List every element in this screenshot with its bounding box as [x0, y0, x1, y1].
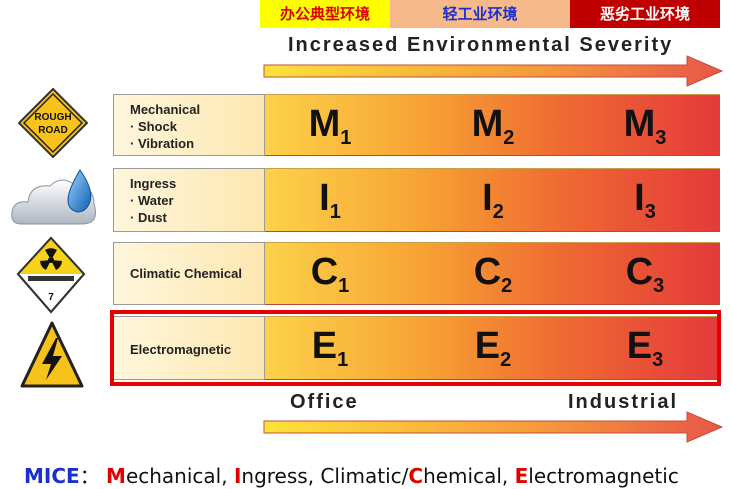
cell-c1: C1 — [310, 251, 350, 297]
row-item: · Water — [130, 193, 174, 208]
cell-m2: M2 — [471, 103, 515, 149]
row-band-electromagnetic: E1 E2 E3 — [265, 316, 720, 380]
row-label-ingress: Ingress · Water · Dust — [113, 168, 265, 232]
cloud-water-drop-icon — [11, 169, 96, 225]
row-label-climatic-chemical: Climatic Chemical — [113, 242, 265, 305]
header-light-industrial-environment: 轻工业环境 — [390, 0, 570, 28]
svg-text:ROAD: ROAD — [38, 125, 67, 136]
severity-arrow-bottom — [262, 410, 724, 444]
row-label-mechanical: Mechanical · Shock · Vibration — [113, 94, 265, 156]
mice-legend: MICE： Mechanical, Ingress, Climatic/Chem… — [24, 460, 679, 489]
icon-cell-ingress — [10, 164, 100, 236]
mice-word-electromagnetic: lectromagnetic — [528, 464, 679, 488]
mice-letter-m: M — [106, 464, 126, 488]
row-band-climatic-chemical: C1 C2 C3 — [265, 242, 720, 305]
row-item: · Shock — [130, 119, 177, 134]
bottom-label-office: Office — [290, 391, 359, 413]
row-item: · Dust — [130, 210, 167, 225]
mice-word-chemical: hemical, — [423, 464, 515, 488]
row-title: Mechanical — [130, 102, 201, 117]
high-voltage-sign-icon — [20, 321, 84, 388]
placard-class-number: 7 — [48, 292, 54, 303]
cell-c3: C3 — [625, 251, 665, 297]
mice-letter-c: C — [408, 464, 424, 488]
cell-m3: M3 — [623, 103, 667, 149]
row-title: Electromagnetic — [130, 342, 232, 357]
severity-arrow-top — [262, 54, 724, 88]
mice-word-mechanical: echanical, — [125, 464, 234, 488]
row-title: Climatic Chemical — [130, 266, 242, 281]
header-office-environment: 办公典型环境 — [260, 0, 390, 28]
cell-e2: E2 — [474, 325, 512, 371]
mice-acronym: MICE — [24, 464, 80, 488]
cell-e3: E3 — [626, 325, 664, 371]
row-item: · Vibration — [130, 136, 195, 151]
mice-letter-i: I — [233, 464, 242, 488]
icon-cell-climatic-chemical: 7 — [16, 236, 86, 314]
electromagnetic-highlight-box — [110, 310, 721, 386]
bottom-label-industrial: Industrial — [568, 391, 679, 413]
header-harsh-industrial-environment: 恶劣工业环境 — [570, 0, 720, 28]
rough-road-sign-icon: ROUGH ROAD — [17, 87, 89, 159]
row-band-ingress: I1 I2 I3 — [265, 168, 720, 232]
radioactive-placard-icon: 7 — [16, 236, 86, 314]
severity-title: Increased Environmental Severity — [288, 34, 674, 56]
cell-i1: I1 — [319, 177, 341, 223]
cell-i3: I3 — [634, 177, 656, 223]
mice-word-ingress: ngress, Climatic/ — [241, 464, 409, 488]
icon-cell-mechanical: ROUGH ROAD — [17, 87, 89, 159]
mice-letter-e: E — [514, 464, 529, 488]
cell-m1: M1 — [308, 103, 352, 149]
icon-cell-electromagnetic — [20, 320, 84, 390]
cell-i2: I2 — [482, 177, 504, 223]
cell-c2: C2 — [473, 251, 513, 297]
row-title: Ingress — [130, 176, 177, 191]
row-band-mechanical: M1 M2 M3 — [265, 94, 720, 156]
cell-e1: E1 — [311, 325, 349, 371]
svg-text:ROUGH: ROUGH — [34, 112, 71, 123]
mice-separator: ： — [79, 464, 100, 488]
